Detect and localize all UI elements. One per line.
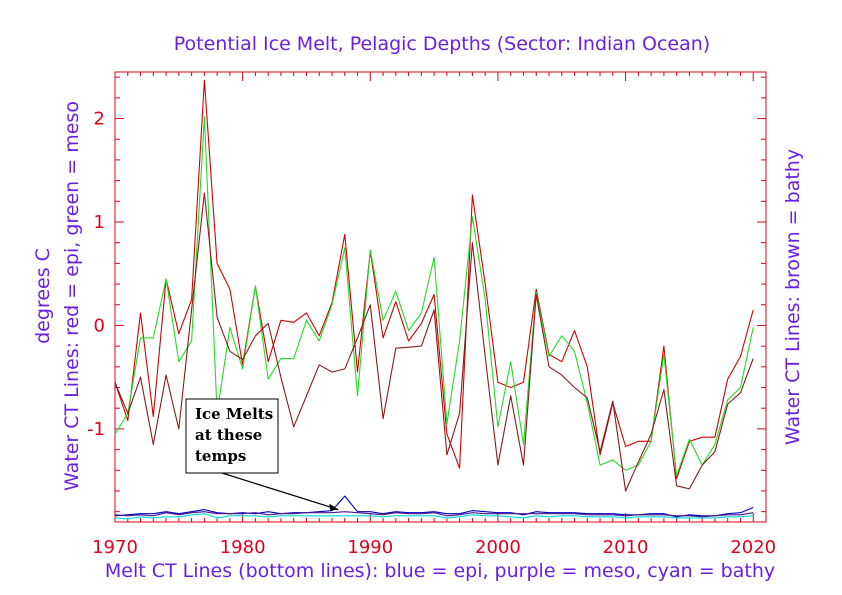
series-line-red bbox=[114, 79, 754, 480]
x-tick-label: 1980 bbox=[220, 537, 266, 558]
annotation-arrow bbox=[221, 472, 339, 511]
series-line-brown bbox=[114, 192, 754, 492]
x-axis-label: Melt CT Lines (bottom lines): blue = epi… bbox=[105, 560, 775, 582]
annotation-box bbox=[185, 398, 279, 474]
y-tick-label: -1 bbox=[87, 419, 105, 440]
chart-title: Potential Ice Melt, Pelagic Depths (Sect… bbox=[174, 33, 710, 55]
annotation-text-line: at these bbox=[195, 426, 262, 444]
annotation-arrowhead bbox=[329, 503, 339, 511]
x-tick-label: 2010 bbox=[603, 537, 649, 558]
x-tick-label: 2020 bbox=[730, 537, 776, 558]
series-line-blue bbox=[114, 495, 754, 518]
y-tick-label: 0 bbox=[94, 315, 105, 336]
plot-frame bbox=[114, 71, 767, 523]
x-tick-label: 1970 bbox=[92, 537, 138, 558]
y-axis-label-right: Water CT Lines: brown = bathy bbox=[782, 149, 804, 445]
plot-area: 1970 1980 1990 2000 2010 2020 2 1 0 -1 Ice Melts at… bbox=[87, 71, 776, 558]
annotation-text-line: temps bbox=[195, 447, 246, 465]
y-tick-label: 1 bbox=[94, 212, 105, 233]
x-tick-label: 1990 bbox=[347, 537, 393, 558]
y-tick-label: 2 bbox=[94, 109, 105, 130]
series-line-purple bbox=[114, 511, 754, 518]
y-axis-label-left: Water CT Lines: red = epi, green = meso bbox=[61, 101, 83, 491]
x-tick-label: 2000 bbox=[475, 537, 521, 558]
y-axis-label-units: degrees C bbox=[32, 248, 54, 344]
series-line-green bbox=[114, 115, 754, 476]
annotation-text-line: Ice Melts bbox=[195, 405, 273, 423]
series-line-cyan bbox=[114, 513, 754, 520]
